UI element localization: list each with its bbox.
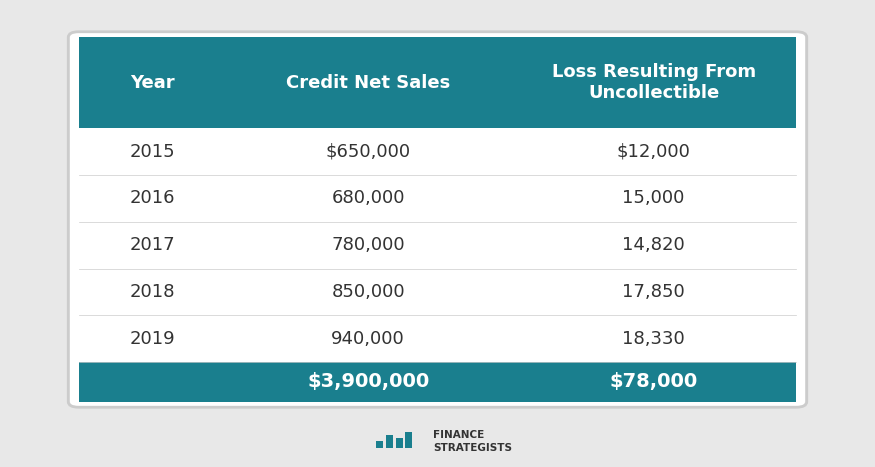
Text: 18,330: 18,330 xyxy=(622,330,685,347)
Bar xyxy=(386,435,393,448)
Text: Credit Net Sales: Credit Net Sales xyxy=(286,74,451,92)
Text: 680,000: 680,000 xyxy=(332,190,405,207)
Text: 17,850: 17,850 xyxy=(622,283,685,301)
Text: Loss Resulting From
Uncollectible: Loss Resulting From Uncollectible xyxy=(551,64,756,102)
Bar xyxy=(79,269,796,315)
Bar xyxy=(79,128,796,175)
Text: 780,000: 780,000 xyxy=(332,236,405,254)
Bar xyxy=(79,315,796,362)
Text: 2018: 2018 xyxy=(130,283,175,301)
Text: 14,820: 14,820 xyxy=(622,236,685,254)
Text: 2017: 2017 xyxy=(130,236,175,254)
Text: 850,000: 850,000 xyxy=(332,283,405,301)
Text: 2016: 2016 xyxy=(130,190,175,207)
Bar xyxy=(405,432,412,448)
Text: $12,000: $12,000 xyxy=(617,143,690,161)
Bar xyxy=(79,175,796,222)
FancyBboxPatch shape xyxy=(70,33,805,406)
Text: 940,000: 940,000 xyxy=(332,330,405,347)
Bar xyxy=(376,441,383,448)
Text: $650,000: $650,000 xyxy=(326,143,410,161)
Text: Year: Year xyxy=(130,74,174,92)
Text: $3,900,000: $3,900,000 xyxy=(307,372,430,391)
Text: $78,000: $78,000 xyxy=(610,372,697,391)
Bar xyxy=(79,362,796,402)
Bar xyxy=(79,37,796,128)
Text: 15,000: 15,000 xyxy=(622,190,685,207)
Text: 2015: 2015 xyxy=(130,143,175,161)
Text: FINANCE
STRATEGISTS: FINANCE STRATEGISTS xyxy=(433,430,512,453)
Bar xyxy=(79,222,796,269)
Bar xyxy=(396,438,402,448)
Text: 2019: 2019 xyxy=(130,330,175,347)
